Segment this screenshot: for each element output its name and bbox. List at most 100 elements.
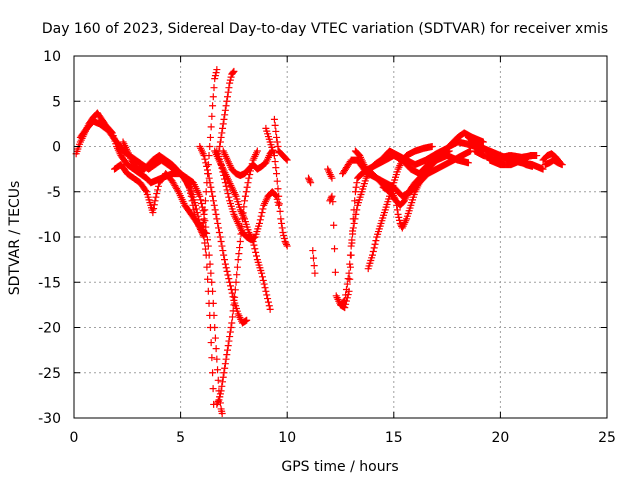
data-point [209,192,217,200]
data-point [346,263,354,271]
data-point [232,278,240,286]
data-point [199,219,207,227]
data-point [331,268,339,276]
y-axis-label: SDTVAR / TECUs [7,181,23,296]
data-point [273,138,281,146]
data-point [305,176,313,184]
data-point [243,316,251,324]
data-point [224,342,232,350]
data-point [216,233,224,241]
data-point [220,115,228,123]
data-point [392,197,400,205]
data-point [211,72,219,80]
y-tick-label: -30 [38,411,61,427]
data-point [204,287,212,295]
data-point [258,273,266,281]
data-point [230,301,238,309]
data-point [221,364,229,372]
data-point [214,376,222,384]
data-point [217,133,225,141]
data-point [213,400,221,408]
data-point [479,138,487,146]
data-point [275,201,283,209]
data-point [274,143,282,150]
data-point [201,239,209,247]
data-point [216,390,224,398]
data-point [142,186,150,194]
data-point [214,397,222,405]
data-point [372,237,380,245]
data-point [236,238,244,246]
data-point [154,186,162,194]
data-point [201,245,209,253]
data-point [327,194,335,202]
data-point [274,185,282,193]
data-point [215,396,223,404]
y-tick-label: 10 [43,49,61,65]
data-point [280,231,288,239]
data-point [221,260,229,268]
data-point [209,369,217,377]
data-point [330,221,338,229]
data-point [226,76,234,84]
data-point [306,177,314,185]
data-point [189,201,197,209]
data-point [231,293,239,301]
data-point [273,133,281,141]
data-point [283,242,291,250]
data-point [202,251,210,259]
data-point [311,269,319,277]
data-point [224,88,232,96]
data-point [445,147,453,155]
data-point [215,224,223,232]
data-point [199,231,207,239]
data-point [210,84,218,92]
data-point [282,239,290,247]
data-point [558,161,566,169]
data-point [371,240,379,248]
data-point [208,354,216,362]
data-point [309,247,317,255]
data-point [234,256,242,264]
data-point [309,254,317,262]
data-point [202,159,210,167]
data-point [207,123,215,131]
data-point [307,179,315,187]
data-point [251,245,259,253]
chart-title: Day 160 of 2023, Sidereal Day-to-day VTE… [42,21,608,37]
data-point [351,197,359,205]
data-point [208,112,216,120]
data-point [249,238,257,246]
data-point [278,224,286,232]
data-point [203,162,211,170]
data-point [246,171,254,179]
data-point [206,324,214,331]
data-point [261,284,269,292]
data-point [228,289,236,297]
data-point [235,250,243,258]
data-point [207,339,215,347]
y-tick-label: -15 [38,275,61,291]
data-point [239,209,247,217]
data-point [263,291,271,299]
data-point [219,373,227,381]
data-point [238,222,246,230]
data-point [226,333,234,341]
data-point [231,286,239,294]
x-tick-label: 15 [385,430,403,446]
x-tick-label: 25 [598,430,616,446]
data-point [191,210,199,218]
data-point [206,133,214,141]
data-point [340,297,348,305]
data-point [213,355,221,363]
data-point [222,355,230,363]
data-point [346,251,354,259]
data-point [150,201,158,209]
data-point [393,206,401,214]
x-tick-label: 0 [70,430,79,446]
data-point [219,247,227,255]
data-point [225,337,233,345]
data-point [464,159,472,167]
data-point [275,200,283,208]
y-tick-label: -5 [47,185,61,201]
